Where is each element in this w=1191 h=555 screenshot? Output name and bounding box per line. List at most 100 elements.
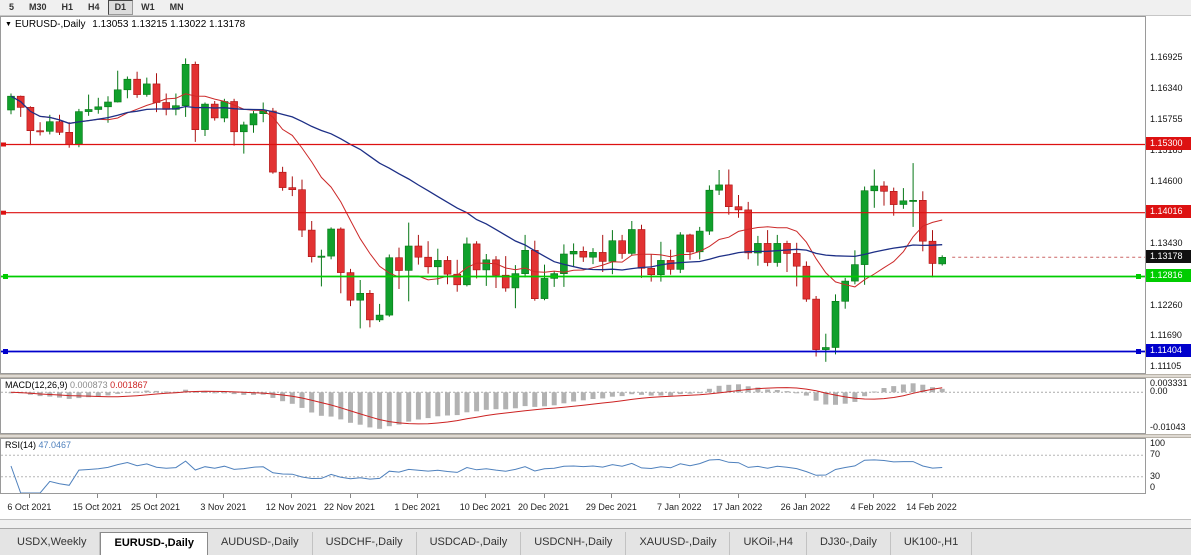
date-tick [931,494,933,498]
date-label: 25 Oct 2021 [130,502,181,512]
macd-axis: 0.003331 0.00 -0.01043 [1146,378,1191,434]
macd-name: MACD(12,26,9) [5,380,68,390]
date-label: 26 Jan 2022 [780,502,831,512]
date-tick [737,494,739,498]
macd-canvas[interactable] [1,379,1145,433]
date-label: 22 Nov 2021 [323,502,376,512]
date-label: 7 Jan 2022 [657,502,702,512]
rsi-pane[interactable]: RSI(14) 47.0467 [0,438,1146,494]
date-label: 4 Feb 2022 [850,502,897,512]
date-tick [611,494,613,498]
rsi-axis: 100 70 30 0 [1146,438,1191,494]
candlestick-canvas[interactable] [1,17,1145,373]
period-button-w1[interactable]: W1 [141,2,155,12]
date-label: 6 Oct 2021 [7,502,52,512]
price-axis-label: 1.11105 [1150,361,1182,372]
chart-tab-audusd-daily[interactable]: AUDUSD-,Daily [208,532,313,555]
period-button-h4[interactable]: H4 [88,2,100,12]
rsi-name: RSI(14) [5,440,37,450]
rsi-indicator-label: RSI(14) 47.0467 [5,440,71,450]
rsi-axis-label: 0 [1150,482,1156,492]
macd-histogram-value: 0.000873 [70,380,108,390]
rsi-axis-label: 100 [1150,438,1166,448]
price-axis-label: 1.14600 [1150,175,1183,186]
chart-tab-ukoil-h4[interactable]: UKOil-,H4 [730,532,807,555]
rsi-canvas[interactable] [1,439,1145,493]
support-line-green-handle-right[interactable] [1136,274,1141,279]
rsi-line [10,458,943,493]
date-tick [349,494,351,498]
price-axis-label: 1.16925 [1150,52,1183,63]
chart-symbol-label: EURUSD-,Daily [14,19,86,30]
date-label: 1 Dec 2021 [394,502,441,512]
date-label: 12 Nov 2021 [265,502,317,512]
date-label: 17 Jan 2022 [712,502,763,512]
price-axis-label: 1.13430 [1150,237,1183,248]
support-line-blue-handle-left[interactable] [3,349,8,354]
date-tick [155,494,157,498]
scrollbar-strip[interactable] [0,520,1191,528]
chart-title: ▼ EURUSD-,Daily 1.13053 1.13215 1.13022 1… [5,19,245,30]
period-button-5[interactable]: 5 [9,2,15,12]
date-tick [679,494,681,498]
macd-axis-label: 0.003331 [1150,378,1188,388]
period-button-d1[interactable]: D1 [107,0,134,15]
chart-tabbar: USDX,Weekly EURUSD-,Daily AUDUSD-,Daily USD… [0,528,1191,555]
date-tick [873,494,875,498]
chart-tab-usdchf-daily[interactable]: USDCHF-,Daily [313,532,417,555]
support-line-blue-handle-right[interactable] [1136,349,1141,354]
price-chart-pane[interactable]: ▼ EURUSD-,Daily 1.13053 1.13215 1.13022 1… [0,16,1146,374]
symbol-dropdown-icon[interactable]: ▼ [5,21,12,28]
ma-fast [10,93,943,288]
date-tick [29,494,31,498]
current-price-badge: 1.13178 [1146,249,1191,263]
period-button-mn[interactable]: MN [169,2,184,12]
resistance-line-lower-edge-mark [1,210,6,215]
resistance-line-lower-price-badge: 1.14016 [1146,205,1191,219]
date-label: 15 Oct 2021 [72,502,122,512]
date-tick [805,494,807,498]
date-tick [485,494,487,498]
date-tick [417,494,419,498]
price-axis: 1.169251.163401.157551.151851.146001.134… [1146,16,1191,374]
rsi-axis-label: 30 [1150,470,1161,481]
period-button-m30[interactable]: M30 [29,2,47,12]
price-axis-label: 1.15755 [1150,114,1183,125]
date-label: 29 Dec 2021 [585,502,637,512]
chart-tab-uk100-h1[interactable]: UK100-,H1 [891,532,973,555]
resistance-line-upper-price-badge: 1.15300 [1146,137,1191,150]
rsi-axis-label: 70 [1150,449,1161,460]
chart-tab-usdcnh-daily[interactable]: USDCNH-,Daily [521,532,627,555]
date-axis: 6 Oct 2021 15 Oct 2021 25 Oct 2021 3 Nov 20… [0,494,1191,520]
period-button-h1[interactable]: H1 [61,2,74,12]
chart-tab-usdcad-daily[interactable]: USDCAD-,Daily [417,532,522,555]
resistance-line-upper-edge-mark [1,142,6,147]
chart-tab-xauusd-daily[interactable]: XAUUSD-,Daily [626,532,731,555]
date-tick [223,494,225,498]
pane-splitter[interactable] [0,374,1191,378]
chart-tab-eurusd-daily[interactable]: EURUSD-,Daily [100,532,208,555]
macd-axis-label: 0.00 [1150,386,1168,397]
date-label: 10 Dec 2021 [459,502,511,512]
chart-tab-dj30-daily[interactable]: DJ30-,Daily [807,532,891,555]
period-toolbar: 5 M30 H1 H4 D1 W1 MN [0,0,1191,16]
macd-signal-value: 0.001867 [110,380,148,390]
ma-slow [10,95,943,271]
macd-axis-label: -0.01043 [1150,422,1186,432]
price-axis-label: 1.11690 [1150,330,1182,341]
chart-tab-usdx-weekly[interactable]: USDX,Weekly [4,532,101,555]
support-line-green-price-badge: 1.12816 [1146,269,1191,282]
date-label: 20 Dec 2021 [517,502,570,512]
support-line-green-handle-left[interactable] [3,274,8,279]
pane-splitter[interactable] [0,434,1191,438]
rsi-value: 47.0467 [38,440,72,450]
chart-workspace: ▼ EURUSD-,Daily 1.13053 1.13215 1.13022 1… [0,16,1191,528]
chart-ohlc-values: 1.13053 1.13215 1.13022 1.13178 [92,19,246,30]
support-line-blue-price-badge: 1.11404 [1146,344,1191,357]
price-axis-label: 1.16340 [1150,83,1183,94]
date-tick [543,494,545,498]
date-tick [291,494,293,498]
macd-pane[interactable]: MACD(12,26,9) 0.000873 0.001867 [0,378,1146,434]
macd-signal-line [10,387,943,425]
macd-indicator-label: MACD(12,26,9) 0.000873 0.001867 [5,380,148,390]
